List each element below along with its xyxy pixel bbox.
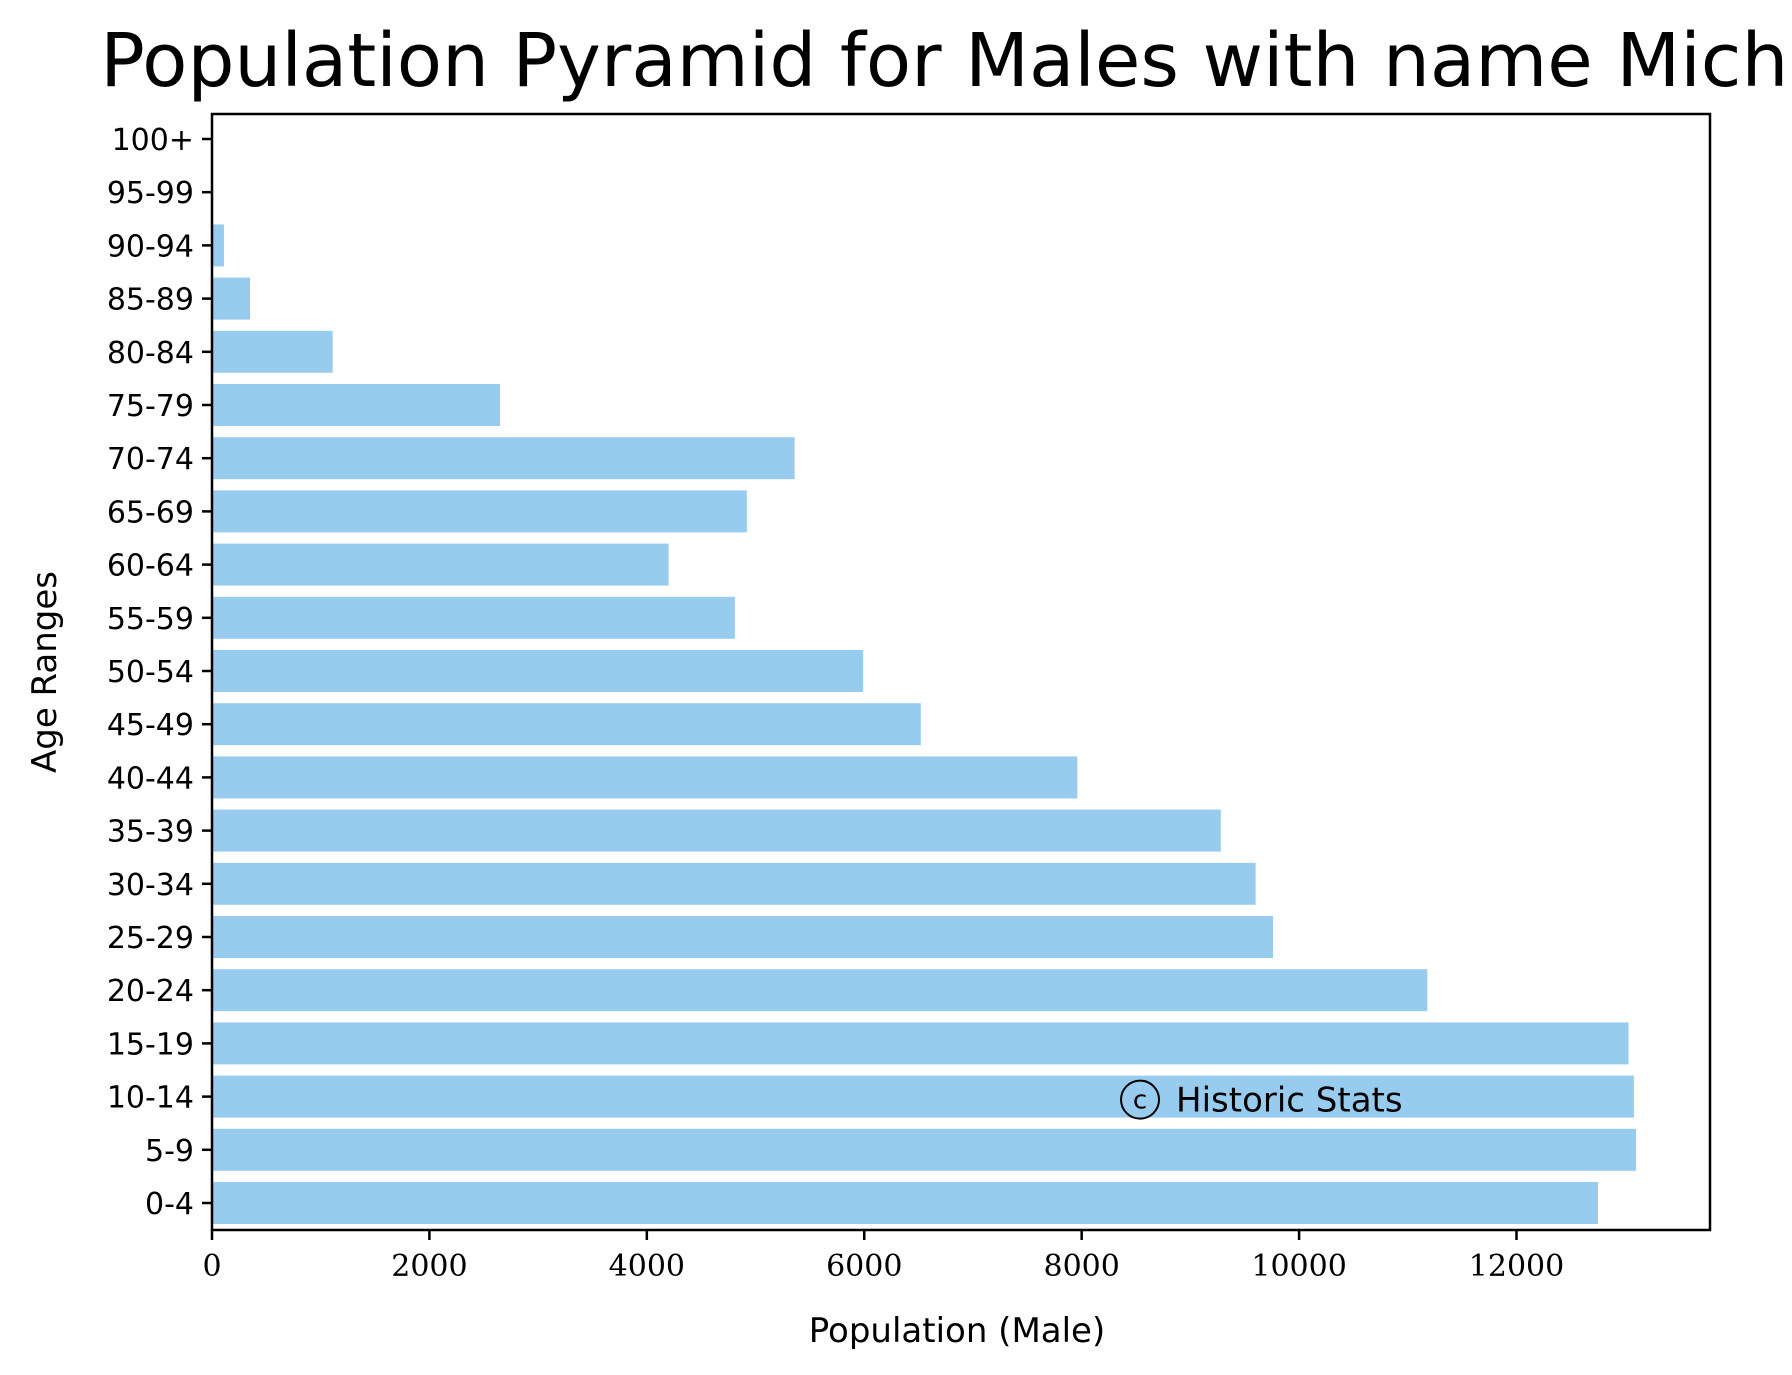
y-tick-label: 30-34 — [107, 868, 194, 903]
x-tick-label: 6000 — [826, 1249, 902, 1284]
bar-40-44 — [212, 756, 1078, 799]
y-tick-label: 0-4 — [145, 1187, 194, 1222]
bar-60-64 — [212, 543, 669, 586]
bar-70-74 — [212, 437, 795, 480]
y-tick-label: 25-29 — [107, 921, 194, 956]
y-axis-ticks: 0-4 5-9 10-14 15-19 20-24 25-29 30-34 35-39 40-4… — [107, 123, 212, 1222]
x-tick-label: 8000 — [1043, 1249, 1119, 1284]
y-tick-label: 90-94 — [107, 229, 194, 264]
bar-0-4 — [212, 1182, 1599, 1224]
bar-45-49 — [212, 703, 921, 746]
bar-20-24 — [212, 969, 1428, 1012]
y-tick-label: 80-84 — [107, 336, 194, 371]
y-tick-label: 70-74 — [107, 442, 194, 477]
y-tick-label: 60-64 — [107, 549, 194, 584]
y-tick-label: 100+ — [112, 123, 194, 158]
copyright-icon — [1120, 1079, 1161, 1120]
y-tick-label: 50-54 — [107, 655, 194, 690]
x-tick-label: 0 — [202, 1249, 221, 1284]
y-tick-label: 5-9 — [145, 1134, 194, 1169]
y-tick-label: 75-79 — [107, 389, 194, 424]
bars-group — [212, 171, 1637, 1224]
chart-title: Population Pyramid for Males with name M… — [100, 18, 1792, 104]
watermark-annotation: c Historic Stats — [1120, 1079, 1403, 1121]
bar-80-84 — [212, 330, 333, 373]
x-tick-label: 4000 — [609, 1249, 685, 1284]
bar-5-9 — [212, 1128, 1637, 1171]
y-tick-label: 55-59 — [107, 602, 194, 637]
x-tick-label: 2000 — [391, 1249, 467, 1284]
x-tick-label: 12000 — [1469, 1249, 1564, 1284]
bar-25-29 — [212, 916, 1273, 958]
x-axis-label: Population (Male) — [809, 1311, 1106, 1351]
bar-35-39 — [212, 809, 1221, 852]
bar-15-19 — [212, 1022, 1629, 1065]
y-tick-label: 20-24 — [107, 974, 194, 1009]
y-tick-label: 85-89 — [107, 283, 194, 318]
y-tick-label: 95-99 — [107, 176, 194, 211]
x-tick-label: 10000 — [1251, 1249, 1346, 1284]
bar-75-79 — [212, 384, 501, 426]
bar-50-54 — [212, 650, 864, 692]
copyright-symbol: c — [1133, 1086, 1147, 1116]
bar-90-94 — [212, 224, 224, 267]
watermark-text: Historic Stats — [1176, 1081, 1403, 1121]
y-tick-label: 65-69 — [107, 495, 194, 530]
x-axis-ticks: 0 2000 4000 6000 8000 10000 12000 — [202, 1230, 1564, 1284]
y-axis-label: Age Ranges — [25, 571, 65, 773]
y-tick-label: 40-44 — [107, 761, 194, 796]
y-tick-label: 45-49 — [107, 708, 194, 743]
bar-30-34 — [212, 862, 1256, 905]
plot-frame — [210, 112, 1712, 1232]
bar-85-89 — [212, 277, 251, 320]
y-tick-label: 10-14 — [107, 1081, 194, 1116]
bar-55-59 — [212, 596, 735, 639]
y-tick-label: 15-19 — [107, 1027, 194, 1062]
y-tick-label: 35-39 — [107, 815, 194, 850]
bar-10-14 — [212, 1075, 1634, 1118]
bar-65-69 — [212, 490, 747, 533]
